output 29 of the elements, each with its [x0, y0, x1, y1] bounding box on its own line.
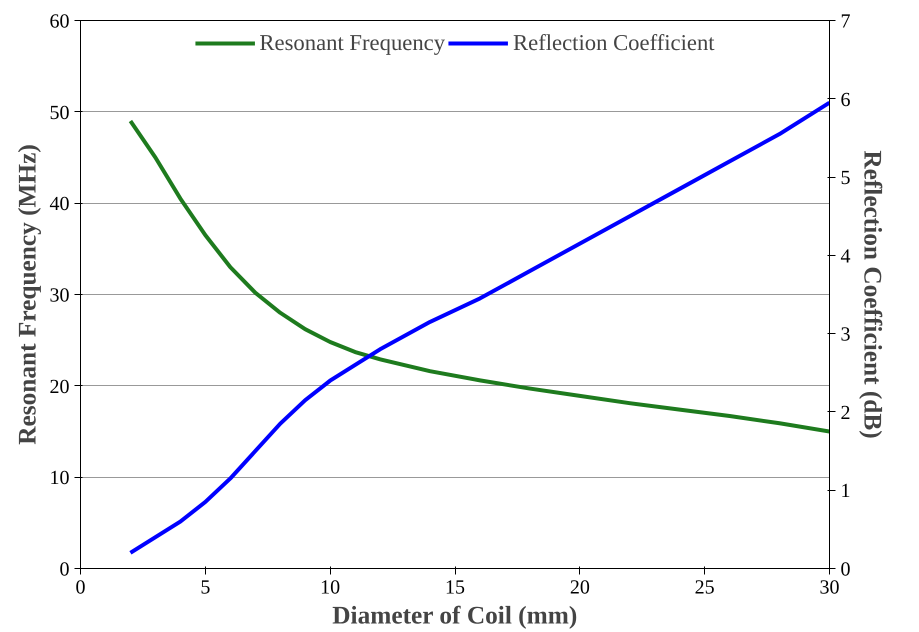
- x-tick-label: 5: [200, 576, 210, 598]
- x-tick-label: 20: [570, 576, 590, 598]
- y2-tick-label: 6: [840, 88, 850, 111]
- y-tick-label: 0: [60, 558, 70, 580]
- y2-tick-label: 0: [840, 558, 850, 580]
- line-series: [128, 118, 830, 434]
- x-tick-label: 25: [694, 576, 715, 598]
- x-axis-title: Diameter of Coil (mm): [332, 602, 578, 630]
- y2-tick-label: 4: [840, 245, 850, 268]
- y-tick-label: 30: [50, 284, 70, 306]
- x-tick-label: 0: [76, 576, 86, 598]
- y2-tick-label: 2: [840, 402, 850, 424]
- y-axis-title: Resonant Frequency (MHz): [14, 144, 42, 445]
- y2-tick-label: 1: [840, 480, 850, 502]
- legend-label: Reflection Coefficient: [513, 30, 715, 56]
- y-tick-label: 60: [50, 10, 70, 32]
- y2-tick-label: 5: [840, 167, 850, 190]
- x-tick-label: 15: [445, 576, 465, 598]
- y2-axis-title: Reflection Coefficient (dB): [858, 150, 886, 439]
- y-tick-label: 40: [50, 193, 70, 216]
- x-tick-label: 30: [820, 576, 840, 598]
- legend-label: Resonant Frequency: [259, 30, 446, 56]
- y-tick-label: 10: [50, 467, 70, 490]
- y-tick-label: 50: [50, 102, 70, 124]
- y-tick-label: 20: [50, 376, 70, 398]
- x-tick-label: 10: [320, 576, 340, 598]
- line-series: [128, 100, 830, 555]
- y2-tick-label: 3: [840, 324, 850, 346]
- y2-tick-label: 7: [840, 10, 850, 32]
